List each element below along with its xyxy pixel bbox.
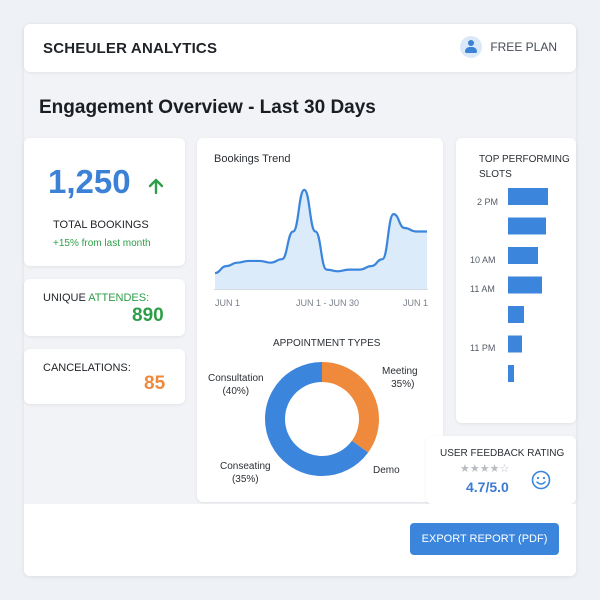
total-bookings-change: +15% from last month [53, 238, 151, 249]
rating-stars: ★★★★☆ [460, 463, 510, 475]
trend-area [215, 189, 427, 290]
total-bookings-label: TOTAL BOOKINGS [53, 219, 149, 231]
trend-x-label-mid: JUN 1 - JUN 30 [296, 298, 360, 308]
smile-icon [531, 470, 551, 490]
slot-label-2pm: 2 PM [477, 197, 499, 207]
page-title: Engagement Overview - Last 30 Days [39, 97, 376, 118]
app-header: SCHEULER ANALYTICS FREE PLAN [24, 24, 576, 72]
slot-label-11am: 11 AM [470, 284, 495, 294]
total-bookings-value: 1,250 [48, 163, 131, 200]
donut-label-consultation: Consultation (40%) [208, 373, 264, 397]
trend-x-label-start: JUN 1 [215, 298, 241, 308]
total-bookings-card [24, 138, 185, 266]
donut-label-conseating: Conseating (35%) [220, 461, 271, 485]
plan-label: FREE PLAN [490, 40, 557, 54]
cancelations-label: CANCELATIONS: [43, 362, 131, 374]
charts-card [197, 138, 443, 502]
slot-bar [508, 247, 538, 264]
appointment-types-donut [265, 362, 379, 476]
slot-label-10am: 10 AM [470, 255, 496, 265]
cancelations-value: 85 [144, 373, 166, 394]
slot-label-11pm: 11 PM [470, 343, 496, 353]
user-avatar-icon[interactable] [460, 36, 483, 58]
cancelations-card [24, 349, 185, 404]
donut-slice-consultation [265, 362, 369, 476]
feedback-card [426, 436, 576, 504]
slot-bar [508, 276, 542, 294]
feedback-title: USER FEEDBACK RATING [440, 448, 565, 459]
trend-x-label-end: JUN 1 [403, 298, 429, 308]
bookings-trend-chart [214, 188, 428, 290]
unique-attendees-card [24, 279, 185, 336]
bookings-trend-title: Bookings Trend [214, 153, 291, 165]
slot-bar [508, 365, 514, 382]
donut-slice-meeting [321, 362, 379, 453]
export-report-button[interactable]: EXPORT REPORT (PDF) [410, 523, 559, 555]
brand-title: SCHEULER ANALYTICS [43, 40, 218, 57]
slot-bar [508, 217, 546, 235]
unique-attendees-label: UNIQUE ATTENDES: [43, 292, 150, 304]
appointment-types-title: APPOINTMENT TYPES [273, 338, 381, 349]
donut-label-demo: Demo [373, 465, 400, 476]
unique-attendees-value: 890 [132, 305, 164, 326]
slot-bar [508, 188, 548, 205]
slot-bar [508, 306, 524, 323]
top-slots-title: TOP PERFORMING SLOTS [479, 154, 570, 180]
arrow-up-icon [148, 178, 164, 195]
slot-bar [508, 335, 522, 353]
trend-line [214, 188, 427, 275]
rating-value: 4.7/5.0 [466, 479, 509, 495]
top-slots-chart [508, 188, 548, 382]
plan-badge[interactable]: FREE PLAN [460, 36, 557, 58]
donut-label-meeting: Meeting 35%) [382, 366, 418, 390]
